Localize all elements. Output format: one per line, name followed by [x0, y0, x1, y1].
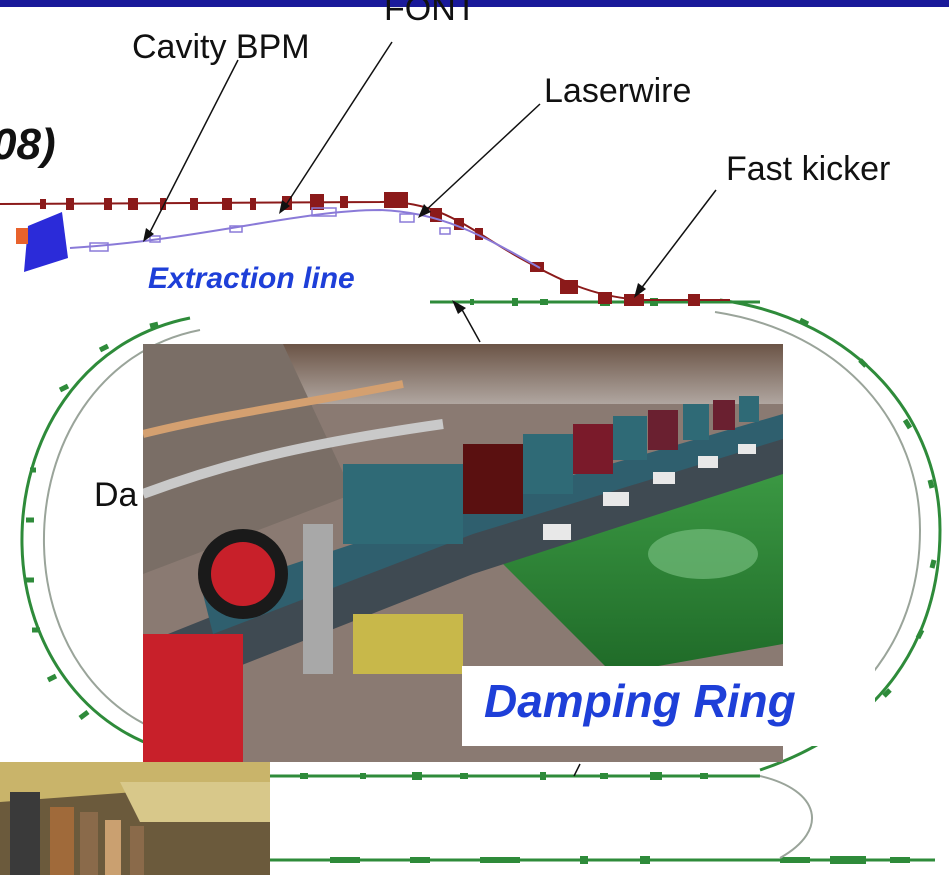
red-pump — [143, 634, 243, 762]
fast-kicker-label: Fast kicker — [726, 150, 891, 188]
fast-kicker-leader — [639, 189, 717, 291]
damping-ring-photo — [143, 344, 783, 762]
laserwire-label: Laserwire — [544, 72, 692, 110]
font-leader — [283, 41, 393, 209]
font-label: FONT — [384, 0, 477, 28]
ring-bottom-elements — [300, 772, 708, 780]
extraction-line-violet — [69, 208, 541, 269]
ring-left-arc-outer — [20, 316, 191, 757]
page-title-fragment: 08) — [0, 120, 56, 169]
damping-ring-caption-box — [462, 666, 875, 746]
ring-left-arc-inner — [42, 329, 201, 743]
magnet-row — [343, 396, 759, 544]
extraction-violet-elements — [89, 207, 451, 252]
laserwire-leader — [423, 103, 541, 213]
bending-magnet-coil-icon — [16, 228, 28, 244]
ring-bottom-curve — [759, 775, 813, 859]
ring-left-elements — [26, 321, 159, 720]
ring-right-elements — [798, 317, 937, 698]
cavity-bpm-leader — [147, 59, 239, 237]
bending-magnet-icon — [24, 212, 68, 272]
cavity-bpm-label: Cavity BPM — [132, 28, 310, 66]
extraction-line-label: Extraction line — [148, 262, 355, 295]
extraction-line-red — [0, 200, 730, 301]
top-title-bar — [0, 0, 949, 7]
ring-partial-label: Da — [94, 476, 138, 514]
damping-ring-label: Damping Ring — [484, 675, 796, 727]
extraction-red-magnets — [40, 192, 700, 306]
tunnel-photo — [0, 762, 270, 875]
linac-elements — [330, 856, 910, 864]
extraction-arrow — [459, 305, 481, 343]
